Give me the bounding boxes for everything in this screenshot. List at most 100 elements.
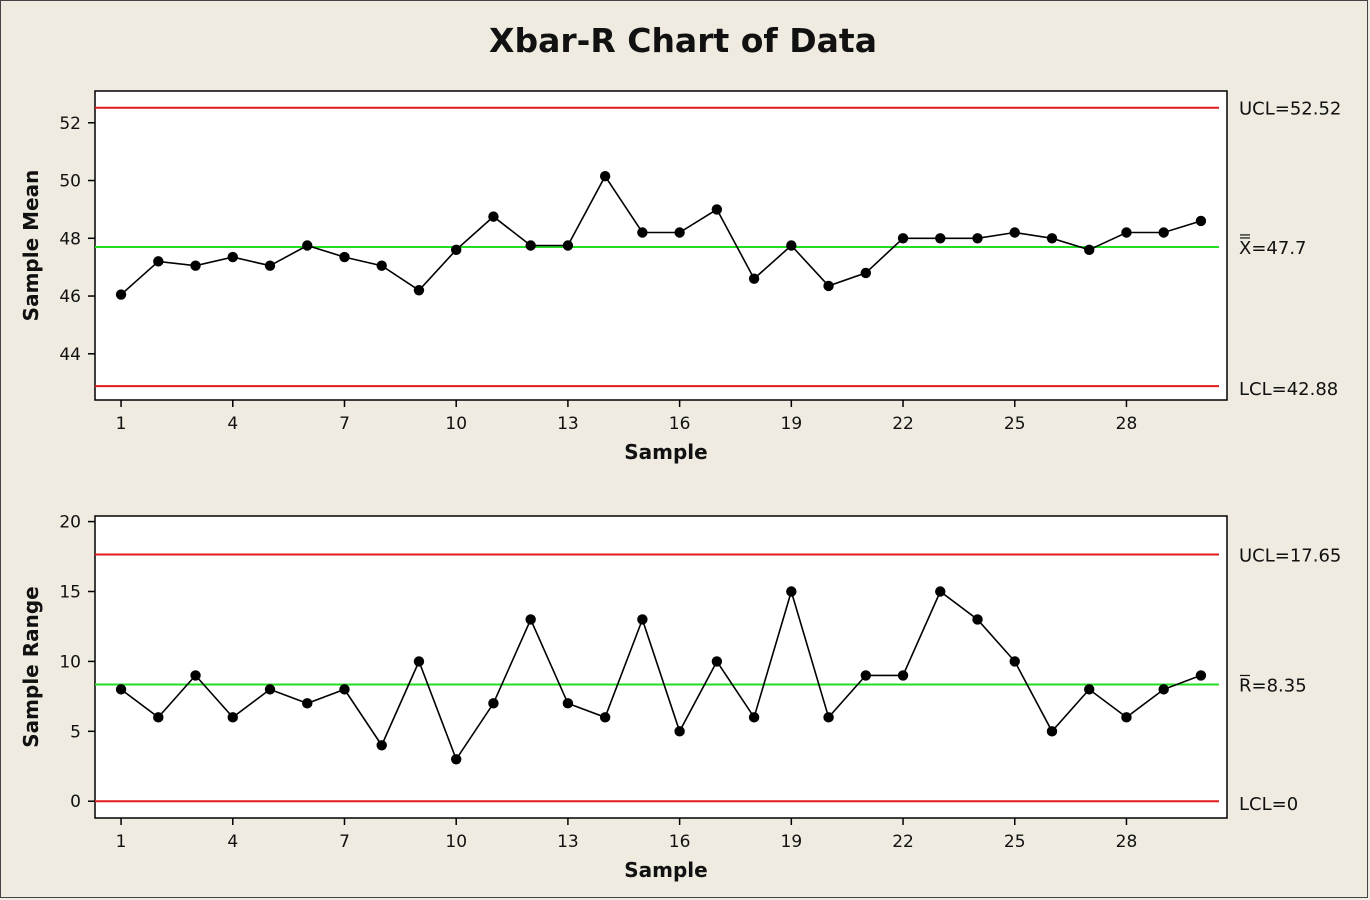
ucl-label: UCL=17.65 [1239,545,1341,566]
data-point [711,656,723,667]
x-tick-label: 19 [781,414,803,434]
data-point [1158,227,1169,238]
data-point [897,670,909,681]
data-point [972,233,983,244]
y-axis-title: Sample Mean [19,170,43,322]
data-point [972,614,983,625]
y-tick-label: 52 [59,114,81,134]
chart-title: Xbar-R Chart of Data [489,21,877,60]
data-point [525,240,536,251]
data-point [786,240,797,251]
data-point [562,698,574,709]
data-point [339,251,350,263]
data-point [711,204,723,215]
plot-area [94,90,1228,401]
data-point [1046,726,1058,737]
data-point [562,240,574,251]
x-tick-label: 13 [557,414,579,434]
y-axis-title: Sample Range [19,586,43,747]
data-point [1046,233,1058,244]
data-point [190,260,201,271]
data-point [376,740,387,751]
data-point [823,280,834,292]
x-tick-label: 7 [339,832,350,852]
data-point [488,211,499,222]
x-tick-label: 1 [116,414,127,434]
data-point [860,670,872,681]
center-symbol: X [1239,238,1251,259]
data-point [264,684,276,695]
data-point [376,260,387,271]
data-point [1158,684,1169,695]
center-label: R=8.35 [1239,675,1307,696]
data-point [115,289,127,300]
data-point [1084,244,1095,256]
data-point [488,698,499,709]
x-tick-label: 16 [669,414,691,434]
x-tick-label: 28 [1116,832,1138,852]
xbar-panel: 44 46 48 50 52 1 4 7 10 13 16 19 22 25 28 Sample Sample … [19,90,1341,464]
data-point [1009,656,1020,667]
data-point [450,244,462,256]
y-tick-label: 0 [70,792,81,812]
data-point [599,712,611,723]
range-panel: 0 5 10 15 20 1 4 7 10 13 16 19 22 25 28 Sample Sample Ra… [19,513,1341,882]
x-tick-label: 16 [669,832,691,852]
lcl-label: LCL=42.88 [1239,379,1338,400]
x-tick-label: 28 [1116,414,1138,434]
data-point [450,754,462,765]
y-tick-label: 5 [70,722,81,742]
x-axis-title: Sample [624,858,707,882]
data-point [525,614,536,625]
center-symbol: R [1239,675,1252,696]
y-tick-label: 10 [59,652,81,672]
y-tick-label: 48 [59,229,81,249]
y-tick-label: 20 [59,513,81,533]
y-tick-label: 44 [59,345,81,365]
series-line [120,588,1202,762]
data-point [302,240,313,251]
data-point [674,726,685,737]
data-point [153,712,164,723]
x-tick-label: 4 [227,832,238,852]
x-tick-label: 10 [445,832,467,852]
x-tick-label: 4 [227,414,238,434]
data-point [674,227,685,238]
data-point [153,256,164,267]
data-point [786,586,797,597]
data-point [1195,215,1207,227]
data-point [935,586,946,597]
center-value: =8.35 [1252,675,1307,696]
lcl-label: LCL=0 [1239,794,1298,815]
data-point [1084,684,1095,695]
x-tick-label: 22 [892,832,914,852]
data-point [1121,712,1132,723]
data-point [823,712,834,723]
data-point [302,698,313,709]
data-point [264,260,276,271]
data-point [637,614,648,625]
y-tick-label: 50 [59,172,81,192]
data-point [748,712,760,723]
x-tick-label: 13 [557,832,579,852]
data-point [1121,227,1132,238]
data-point [897,233,909,244]
x-tick-label: 22 [892,414,914,434]
center-value: =47.7 [1251,238,1306,259]
ucl-label: UCL=52.52 [1239,99,1341,120]
x-axis-title: Sample [624,440,707,464]
data-point [1195,670,1207,681]
data-point [748,273,760,284]
data-point [599,170,611,182]
plot-area [94,515,1228,819]
series-line [120,174,1202,296]
data-point [413,285,425,296]
x-tick-label: 19 [781,832,803,852]
data-point [227,712,238,723]
data-point [413,656,425,667]
x-tick-label: 1 [116,832,127,852]
x-tick-label: 25 [1004,832,1026,852]
data-point [1009,227,1020,238]
data-point [637,227,648,238]
